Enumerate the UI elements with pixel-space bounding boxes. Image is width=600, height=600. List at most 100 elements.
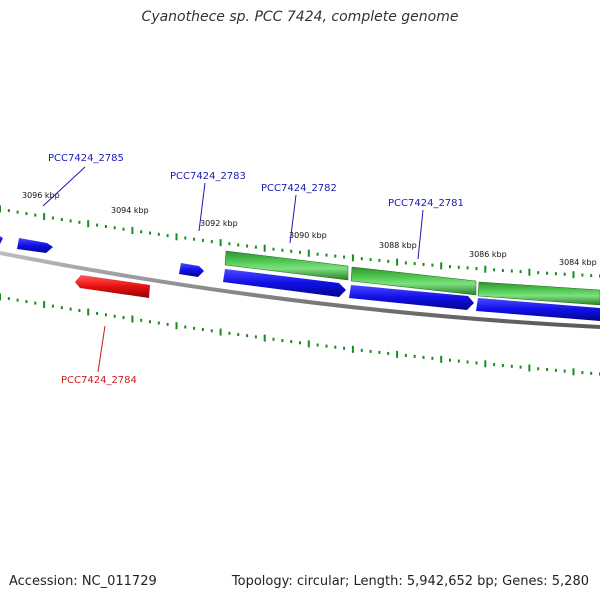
gene-label-2781[interactable]: PCC7424_2781: [388, 198, 464, 209]
outer-tick: [290, 249, 293, 253]
inner-tick: [237, 333, 240, 336]
inner-tick: [299, 341, 301, 345]
gene-arrow-forward-2785[interactable]: [17, 238, 53, 253]
scale-label-3090: 3090 kbp: [289, 231, 327, 240]
gene-arrow-forward[interactable]: [0, 236, 3, 244]
gene-label-2783[interactable]: PCC7424_2783: [170, 171, 246, 182]
outer-tick: [34, 213, 37, 217]
gene-arrow-reverse-2784[interactable]: [75, 275, 150, 298]
scale-label-3086: 3086 kbp: [469, 250, 507, 259]
inner-tick: [563, 369, 566, 373]
leader-line-2783: [198, 182, 206, 232]
inner-tick: [69, 307, 72, 311]
outer-tick: [307, 249, 310, 257]
outer-tick: [78, 220, 81, 224]
scale-label-3084: 3084 kbp: [559, 258, 597, 267]
inner-tick: [590, 371, 593, 375]
scale-label-3096: 3096 kbp: [22, 191, 60, 200]
outer-tick: [493, 268, 496, 272]
inner-tick: [149, 320, 151, 324]
accession-text: Accession: NC_011729: [9, 574, 157, 589]
outer-tick: [563, 272, 566, 276]
outer-tick: [510, 269, 513, 273]
leader-line-2784: [97, 325, 106, 373]
outer-tick: [351, 254, 354, 262]
inner-tick: [25, 300, 28, 304]
outer-tick: [378, 258, 381, 262]
inner-tick: [387, 351, 390, 355]
outer-tick: [43, 213, 46, 221]
inner-tick: [175, 322, 178, 330]
rna-feature-segment: [477, 281, 600, 306]
inner-tick: [184, 325, 187, 329]
scale-label-3088: 3088 kbp: [379, 241, 417, 250]
scale-label-3094: 3094 kbp: [111, 206, 149, 215]
inner-tick: [546, 368, 549, 371]
outer-tick: [528, 268, 531, 276]
outer-tick: [237, 243, 240, 247]
outer-tick: [87, 220, 90, 228]
scale-label-3092: 3092 kbp: [200, 219, 238, 228]
outer-tick: [210, 240, 213, 244]
outer-tick: [475, 267, 478, 271]
outer-tick: [572, 271, 575, 279]
inner-tick: [475, 361, 478, 365]
outer-tick: [537, 271, 540, 275]
inner-tick: [51, 304, 54, 308]
gene-arrow-forward-2782[interactable]: [223, 269, 346, 297]
gene-label-2785[interactable]: PCC7424_2785: [48, 153, 124, 164]
rna-feature-track: [224, 250, 600, 306]
gene-arrow-forward-next[interactable]: [476, 298, 600, 321]
outer-tick: [69, 219, 72, 223]
outer-tick: [113, 226, 116, 230]
outer-tick: [96, 223, 99, 227]
inner-tick: [431, 356, 434, 360]
inner-tick: [378, 350, 381, 354]
gene-arrow-forward-2781[interactable]: [349, 285, 474, 310]
outer-tick: [325, 253, 328, 257]
outer-tick: [387, 259, 390, 263]
inner-tick: [7, 297, 10, 301]
outer-tick: [122, 227, 125, 231]
outer-tick: [466, 266, 469, 270]
inner-tick: [493, 363, 496, 367]
gene-arrow-forward-2783[interactable]: [179, 263, 204, 277]
outer-tick: [246, 244, 249, 248]
outer-tick: [254, 245, 257, 249]
inner-tick-marks: [0, 293, 600, 376]
outer-tick: [404, 261, 407, 265]
inner-tick: [219, 328, 222, 336]
inner-tick: [16, 298, 19, 302]
rna-feature-segment: [350, 266, 477, 296]
inner-tick: [157, 321, 160, 325]
inner-tick: [34, 301, 37, 305]
inner-tick: [360, 348, 363, 352]
inner-tick: [246, 334, 249, 338]
outer-tick: [501, 269, 504, 272]
genome-title: Cyanothece sp. PCC 7424, complete genome: [141, 9, 459, 25]
outer-tick: [396, 258, 399, 266]
outer-tick: [219, 239, 222, 247]
inner-tick: [140, 318, 143, 322]
gene-label-2784[interactable]: PCC7424_2784: [61, 375, 137, 386]
outer-tick: [431, 263, 434, 267]
leader-line-2781: [417, 209, 424, 260]
gene-label-2782[interactable]: PCC7424_2782: [261, 183, 337, 194]
forward-cds-track: [0, 236, 600, 321]
outer-tick: [316, 252, 319, 256]
outer-tick: [193, 237, 196, 241]
outer-tick: [413, 262, 416, 266]
rna-feature-segment: [224, 250, 349, 281]
inner-tick: [96, 311, 99, 315]
outer-tick: [457, 265, 460, 269]
inner-tick: [537, 367, 540, 371]
inner-tick: [501, 364, 504, 367]
inner-tick: [290, 340, 293, 344]
inner-tick: [166, 322, 169, 326]
outer-tick: [369, 258, 372, 262]
inner-tick: [122, 316, 125, 320]
inner-tick: [325, 344, 328, 348]
inner-tick: [440, 355, 443, 363]
outer-tick: [131, 227, 134, 234]
